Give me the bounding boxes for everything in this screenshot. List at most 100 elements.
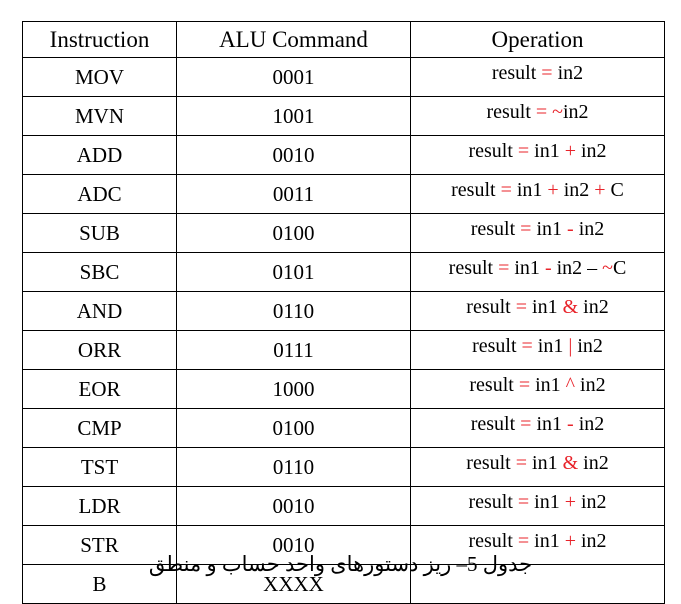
alu-command-cell: 0110 bbox=[176, 291, 411, 331]
operation-operator: ^ bbox=[560, 374, 581, 396]
operation-cell: result = in1 - in2 bbox=[410, 408, 665, 448]
operation-operand: in2 bbox=[581, 491, 607, 513]
operation-operator: = bbox=[515, 413, 537, 435]
instruction-cell: ORR bbox=[22, 330, 177, 370]
operation-operand: result bbox=[472, 335, 517, 357]
table-row: SBC 0101 result = in1 - in2 – ~C bbox=[22, 252, 665, 292]
operation-operand: in2 bbox=[562, 101, 589, 123]
operation-operator: = bbox=[513, 374, 536, 396]
operation-operand: result bbox=[491, 62, 537, 84]
table-header-row: Instruction ALU Command Operation bbox=[22, 21, 665, 58]
table-row: TST 0110 result = in1 & in2 bbox=[22, 447, 665, 487]
operation-operator: + bbox=[559, 140, 581, 162]
operation-operator: = bbox=[510, 296, 533, 318]
operation-operand: in2 bbox=[580, 374, 606, 396]
operation-operator: = bbox=[493, 257, 515, 279]
operation-operator: | bbox=[563, 335, 578, 357]
operation-operand: in1 bbox=[516, 179, 543, 201]
operation-cell: result = in1 + in2 bbox=[410, 525, 665, 565]
operation-operand: in2 bbox=[581, 530, 607, 552]
operation-operator: - bbox=[562, 218, 579, 240]
instruction-cell: ADC bbox=[22, 174, 177, 214]
operation-operand: in2 bbox=[578, 413, 605, 435]
operation-operator: ~ bbox=[552, 101, 563, 123]
alu-command-cell: 0111 bbox=[176, 330, 411, 370]
operation-operand: result bbox=[451, 179, 496, 201]
instruction-cell: ADD bbox=[22, 135, 177, 175]
operation-operand: in2 bbox=[556, 257, 583, 279]
operation-operand: result bbox=[448, 257, 494, 279]
operation-operand: in2 bbox=[581, 140, 607, 162]
operation-operand: C bbox=[613, 257, 627, 279]
operation-cell: result = in1 ^ in2 bbox=[410, 369, 665, 409]
operation-operator: = bbox=[495, 179, 517, 201]
alu-command-cell: 0010 bbox=[176, 135, 411, 175]
alu-command-cell: 0100 bbox=[176, 213, 411, 253]
operation-operator: & bbox=[557, 296, 584, 318]
operation-operator: = bbox=[512, 491, 535, 513]
instruction-cell: MVN bbox=[22, 96, 177, 136]
operation-operand: in1 bbox=[534, 530, 560, 552]
operation-operator: & bbox=[557, 452, 584, 474]
operation-cell: result = in1 + in2 bbox=[410, 135, 665, 175]
header-alu-command: ALU Command bbox=[176, 21, 411, 58]
instruction-cell: STR bbox=[22, 525, 177, 565]
table-row: ADC 0011 result = in1 + in2 + C bbox=[22, 174, 665, 214]
operation-operand: result bbox=[468, 530, 513, 552]
operation-operand: result bbox=[470, 413, 516, 435]
alu-command-cell: 0010 bbox=[176, 486, 411, 526]
operation-operand: result bbox=[469, 374, 514, 396]
operation-cell: result = in1 + in2 + C bbox=[410, 174, 665, 214]
alu-command-cell: 0010 bbox=[176, 525, 411, 565]
operation-operand: result bbox=[470, 218, 516, 240]
operation-operand: in2 bbox=[583, 296, 609, 318]
operation-operator: = bbox=[512, 530, 535, 552]
instruction-cell: AND bbox=[22, 291, 177, 331]
operation-operand: result bbox=[468, 491, 513, 513]
operation-operand: C bbox=[610, 179, 624, 201]
operation-cell: result = in1 & in2 bbox=[410, 291, 665, 331]
instruction-cell: TST bbox=[22, 447, 177, 487]
operation-operand: in1 bbox=[534, 491, 560, 513]
operation-operator: = bbox=[512, 140, 535, 162]
operation-operator: + bbox=[559, 530, 581, 552]
operation-operator: = bbox=[510, 452, 533, 474]
operation-operator: + bbox=[589, 179, 611, 201]
instruction-cell: SBC bbox=[22, 252, 177, 292]
alu-command-cell: 1000 bbox=[176, 369, 411, 409]
table-row: LDR 0010 result = in1 + in2 bbox=[22, 486, 665, 526]
operation-operator: = bbox=[516, 335, 538, 357]
operation-operator: ~ bbox=[602, 257, 613, 279]
instruction-cell: EOR bbox=[22, 369, 177, 409]
operation-cell: result = in1 - in2 bbox=[410, 213, 665, 253]
operation-cell: result = in2 bbox=[410, 57, 665, 97]
operation-operator: = bbox=[530, 101, 553, 123]
operation-operand: in1 bbox=[536, 413, 563, 435]
operation-cell: result = in1 & in2 bbox=[410, 447, 665, 487]
table-row: AND 0110 result = in1 & in2 bbox=[22, 291, 665, 331]
table-row: MVN 1001 result = ~in2 bbox=[22, 96, 665, 136]
alu-command-cell: 0001 bbox=[176, 57, 411, 97]
operation-operator: = bbox=[515, 218, 537, 240]
operation-operator: - bbox=[562, 413, 579, 435]
alu-command-cell: 0011 bbox=[176, 174, 411, 214]
operation-operand: in1 bbox=[536, 218, 563, 240]
alu-command-cell: 0100 bbox=[176, 408, 411, 448]
instruction-cell: LDR bbox=[22, 486, 177, 526]
operation-cell: result = in1 + in2 bbox=[410, 486, 665, 526]
operation-operand: in1 bbox=[514, 257, 540, 279]
operation-operand: result bbox=[466, 296, 511, 318]
table-row: CMP 0100 result = in1 - in2 bbox=[22, 408, 665, 448]
operation-cell: result = in1 - in2 – ~C bbox=[410, 252, 665, 292]
instruction-cell: MOV bbox=[22, 57, 177, 97]
table-row: ADD 0010 result = in1 + in2 bbox=[22, 135, 665, 175]
operation-cell: result = in1 | in2 bbox=[410, 330, 665, 370]
alu-command-cell: 0110 bbox=[176, 447, 411, 487]
table-body: MOV 0001 result = in2 MVN 1001 result = ~in2 A… bbox=[22, 57, 665, 604]
header-instruction: Instruction bbox=[22, 21, 177, 58]
instruction-cell: CMP bbox=[22, 408, 177, 448]
table-row: MOV 0001 result = in2 bbox=[22, 57, 665, 97]
operation-operand: in2 bbox=[583, 452, 609, 474]
alu-command-cell: 0101 bbox=[176, 252, 411, 292]
instruction-cell: SUB bbox=[22, 213, 177, 253]
